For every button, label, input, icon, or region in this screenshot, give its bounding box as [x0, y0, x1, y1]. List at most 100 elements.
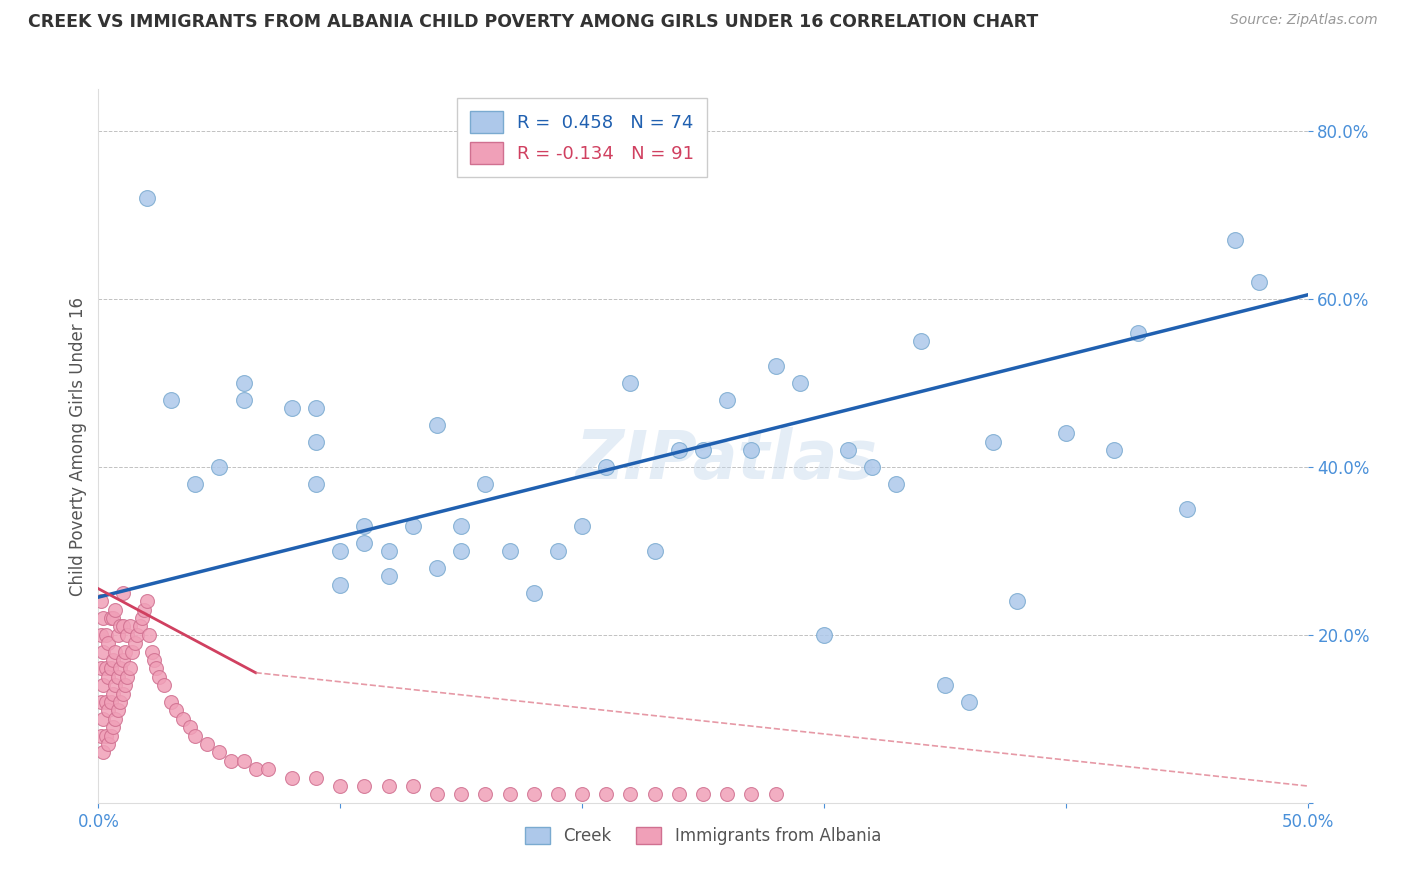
Point	[160, 392, 183, 407]
Point	[813, 628, 835, 642]
Point	[498, 544, 520, 558]
Point	[111, 586, 134, 600]
Point	[165, 703, 187, 717]
Point	[256, 762, 278, 776]
Point	[329, 779, 352, 793]
Point	[498, 788, 520, 802]
Point	[281, 771, 304, 785]
Point	[100, 729, 122, 743]
Y-axis label: Child Poverty Among Girls Under 16: Child Poverty Among Girls Under 16	[69, 296, 87, 596]
Point	[644, 544, 666, 558]
Point	[107, 670, 129, 684]
Point	[765, 788, 787, 802]
Point	[232, 392, 254, 407]
Point	[117, 670, 139, 684]
Point	[90, 729, 112, 743]
Point	[1249, 275, 1271, 289]
Point	[104, 645, 127, 659]
Point	[402, 779, 425, 793]
Point	[837, 443, 859, 458]
Point	[114, 678, 136, 692]
Point	[305, 476, 328, 491]
Point	[184, 476, 207, 491]
Point	[91, 645, 114, 659]
Point	[571, 788, 593, 802]
Point	[692, 443, 714, 458]
Point	[305, 401, 328, 416]
Point	[111, 619, 134, 633]
Text: CREEK VS IMMIGRANTS FROM ALBANIA CHILD POVERTY AMONG GIRLS UNDER 16 CORRELATION : CREEK VS IMMIGRANTS FROM ALBANIA CHILD P…	[28, 13, 1039, 31]
Point	[124, 636, 146, 650]
Point	[765, 359, 787, 374]
Point	[101, 720, 124, 734]
Point	[107, 628, 129, 642]
Point	[619, 788, 641, 802]
Point	[619, 376, 641, 390]
Point	[94, 661, 117, 675]
Point	[353, 779, 375, 793]
Point	[104, 603, 127, 617]
Point	[91, 712, 114, 726]
Point	[195, 737, 218, 751]
Point	[281, 401, 304, 416]
Point	[245, 762, 267, 776]
Point	[108, 695, 131, 709]
Point	[184, 729, 207, 743]
Point	[221, 754, 243, 768]
Point	[208, 746, 231, 760]
Point	[138, 628, 160, 642]
Point	[111, 653, 134, 667]
Point	[127, 628, 149, 642]
Point	[1175, 502, 1198, 516]
Point	[740, 443, 762, 458]
Text: ZIPatlas: ZIPatlas	[576, 427, 879, 493]
Point	[595, 788, 617, 802]
Point	[426, 417, 449, 432]
Point	[668, 788, 690, 802]
Point	[131, 611, 153, 625]
Point	[100, 661, 122, 675]
Point	[97, 670, 120, 684]
Point	[134, 603, 156, 617]
Point	[141, 645, 163, 659]
Point	[377, 779, 399, 793]
Point	[143, 653, 166, 667]
Point	[716, 392, 738, 407]
Point	[910, 334, 932, 348]
Point	[94, 695, 117, 709]
Point	[426, 560, 449, 574]
Point	[595, 460, 617, 475]
Point	[377, 569, 399, 583]
Point	[232, 376, 254, 390]
Point	[90, 628, 112, 642]
Point	[450, 518, 472, 533]
Point	[101, 611, 124, 625]
Point	[981, 434, 1004, 449]
Point	[305, 771, 328, 785]
Point	[402, 518, 425, 533]
Point	[1054, 426, 1077, 441]
Point	[108, 619, 131, 633]
Point	[117, 628, 139, 642]
Point	[101, 653, 124, 667]
Point	[91, 678, 114, 692]
Point	[108, 661, 131, 675]
Point	[118, 661, 141, 675]
Point	[104, 712, 127, 726]
Point	[668, 443, 690, 458]
Point	[91, 611, 114, 625]
Point	[94, 628, 117, 642]
Point	[107, 703, 129, 717]
Point	[1223, 233, 1246, 247]
Point	[716, 788, 738, 802]
Point	[90, 695, 112, 709]
Point	[353, 518, 375, 533]
Point	[121, 645, 143, 659]
Point	[145, 661, 167, 675]
Point	[474, 788, 496, 802]
Point	[135, 594, 157, 608]
Text: Source: ZipAtlas.com: Source: ZipAtlas.com	[1230, 13, 1378, 28]
Point	[172, 712, 194, 726]
Point	[101, 687, 124, 701]
Point	[377, 544, 399, 558]
